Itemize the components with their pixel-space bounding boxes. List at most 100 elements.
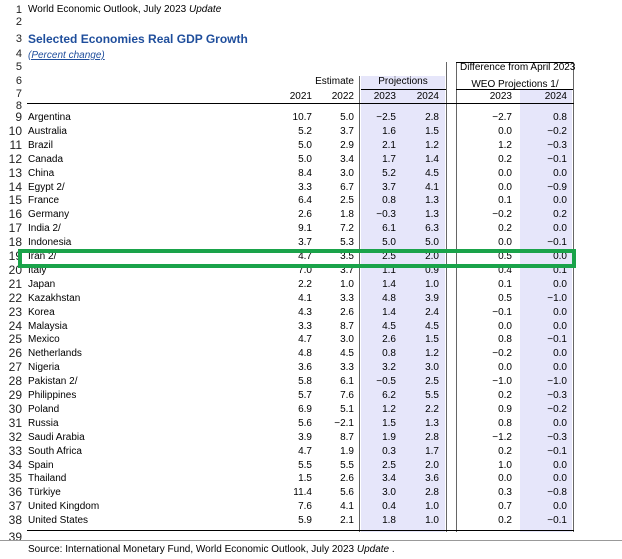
row-number[interactable]: 14 — [8, 179, 22, 194]
value-v2023: −2.5 — [376, 112, 396, 123]
value-v2021: 7.6 — [298, 501, 312, 513]
value-v2024: 1.7 — [425, 445, 439, 457]
country-name: Germany — [28, 209, 70, 221]
row-number[interactable]: 30 — [8, 401, 22, 416]
value-v2021: 5.6 — [298, 417, 312, 429]
row-number[interactable]: 29 — [8, 388, 22, 402]
row-number[interactable]: 35 — [8, 471, 22, 486]
row-number[interactable]: 7 — [15, 88, 22, 100]
row-number[interactable]: 21 — [8, 276, 22, 291]
value-v2022: 3.3 — [340, 362, 354, 374]
country-name: India 2/ — [28, 223, 61, 235]
row-number[interactable]: 10 — [8, 123, 22, 138]
value-v2023: 1.4 — [382, 278, 396, 290]
country-name: South Africa — [28, 445, 82, 457]
value-d2024: −0.2 — [547, 403, 567, 415]
table-bottom-rule — [27, 530, 574, 531]
country-name: Mexico — [28, 334, 60, 346]
iran-row-highlight — [18, 249, 576, 268]
row-number[interactable]: 11 — [9, 137, 22, 152]
value-d2023: 1.0 — [498, 459, 512, 471]
row-number[interactable]: 4 — [15, 48, 22, 60]
row-number[interactable]: 8 — [15, 100, 22, 112]
value-v2021: 5.7 — [298, 390, 312, 401]
value-d2023: 0.0 — [498, 320, 512, 332]
row-number[interactable]: 27 — [8, 360, 22, 375]
country-name: Russia — [28, 417, 59, 429]
value-v2021: 2.2 — [298, 278, 312, 290]
row-number[interactable]: 6 — [15, 75, 22, 87]
row-number[interactable]: 38 — [8, 513, 22, 528]
value-v2021: 3.7 — [298, 237, 312, 249]
value-v2024: 1.2 — [425, 139, 439, 151]
value-d2023: 0.5 — [498, 292, 512, 304]
value-d2023: 0.5 — [498, 251, 512, 262]
value-v2022: 3.5 — [340, 251, 354, 262]
row-number[interactable]: 22 — [8, 290, 22, 305]
value-v2022: 8.7 — [340, 431, 354, 443]
row-number[interactable]: 28 — [8, 374, 22, 389]
value-d2024: 0.0 — [553, 501, 567, 513]
row-number[interactable]: 15 — [8, 193, 22, 208]
value-d2024: −0.8 — [547, 487, 567, 499]
separator-right — [456, 62, 457, 532]
row-number[interactable]: 33 — [8, 443, 22, 458]
row-number[interactable]: 16 — [8, 207, 22, 222]
col-diff-2023-header: 2023 — [489, 91, 512, 102]
row-number[interactable]: 5 — [15, 61, 22, 73]
value-v2024: 2.8 — [425, 487, 439, 499]
row-number[interactable]: 2 — [15, 16, 22, 28]
source-note: Source: International Monetary Fund, Wor… — [28, 543, 395, 557]
value-v2023: 1.9 — [382, 431, 396, 443]
value-d2024: 0.0 — [553, 362, 567, 374]
value-v2021: 4.7 — [298, 334, 312, 346]
row-number[interactable]: 12 — [8, 151, 22, 166]
value-v2023: 3.2 — [382, 362, 396, 374]
value-v2022: 7.2 — [340, 223, 354, 235]
value-v2022: 2.1 — [340, 515, 354, 527]
row-number[interactable]: 18 — [8, 235, 22, 250]
row-number[interactable]: 1 — [15, 4, 22, 16]
projections-header: Projections — [378, 76, 428, 87]
value-d2023: 0.0 — [498, 362, 512, 374]
difference-2024-shade — [520, 90, 572, 532]
value-d2023: 0.8 — [498, 417, 512, 429]
row-number[interactable]: 37 — [8, 499, 22, 514]
value-v2022: 5.6 — [340, 487, 354, 499]
country-name: China — [28, 167, 55, 179]
row-number[interactable]: 24 — [8, 318, 22, 333]
row-number[interactable]: 32 — [8, 429, 22, 444]
value-v2021: 5.2 — [298, 125, 312, 137]
row-number[interactable]: 23 — [8, 304, 22, 319]
value-d2023: 0.1 — [498, 278, 512, 290]
value-d2023: 0.9 — [498, 403, 512, 415]
row-number[interactable]: 9 — [15, 110, 22, 124]
value-d2024: −1.0 — [547, 292, 567, 304]
value-v2021: 3.6 — [298, 362, 312, 374]
row-number[interactable]: 31 — [8, 415, 22, 430]
value-d2024: 0.0 — [553, 473, 567, 485]
value-v2024: 1.0 — [425, 515, 439, 527]
row-number[interactable]: 34 — [8, 457, 22, 472]
col-diff-2024-header: 2024 — [544, 91, 567, 102]
country-name: Argentina — [28, 112, 71, 123]
row-number[interactable]: 25 — [8, 332, 22, 347]
row-number[interactable]: 36 — [8, 485, 22, 500]
value-v2023: 1.1 — [382, 264, 396, 276]
row-number[interactable]: 3 — [15, 33, 22, 45]
projections-underline — [361, 89, 446, 90]
value-v2023: 1.8 — [382, 515, 396, 527]
header-top-rule — [456, 62, 573, 63]
value-v2022: 8.7 — [340, 320, 354, 332]
row-number[interactable]: 26 — [8, 346, 22, 361]
country-name: United Kingdom — [28, 501, 100, 513]
value-v2024: 2.0 — [425, 459, 439, 471]
row-number[interactable]: 17 — [8, 221, 22, 236]
value-d2024: 0.0 — [553, 195, 567, 207]
row-number[interactable]: 13 — [8, 165, 22, 180]
value-v2022: −2.1 — [334, 417, 354, 429]
source-end: . — [389, 544, 395, 555]
country-name: Saudi Arabia — [28, 431, 85, 443]
value-d2024: 0.0 — [553, 251, 567, 262]
value-v2023: 1.2 — [382, 403, 396, 415]
